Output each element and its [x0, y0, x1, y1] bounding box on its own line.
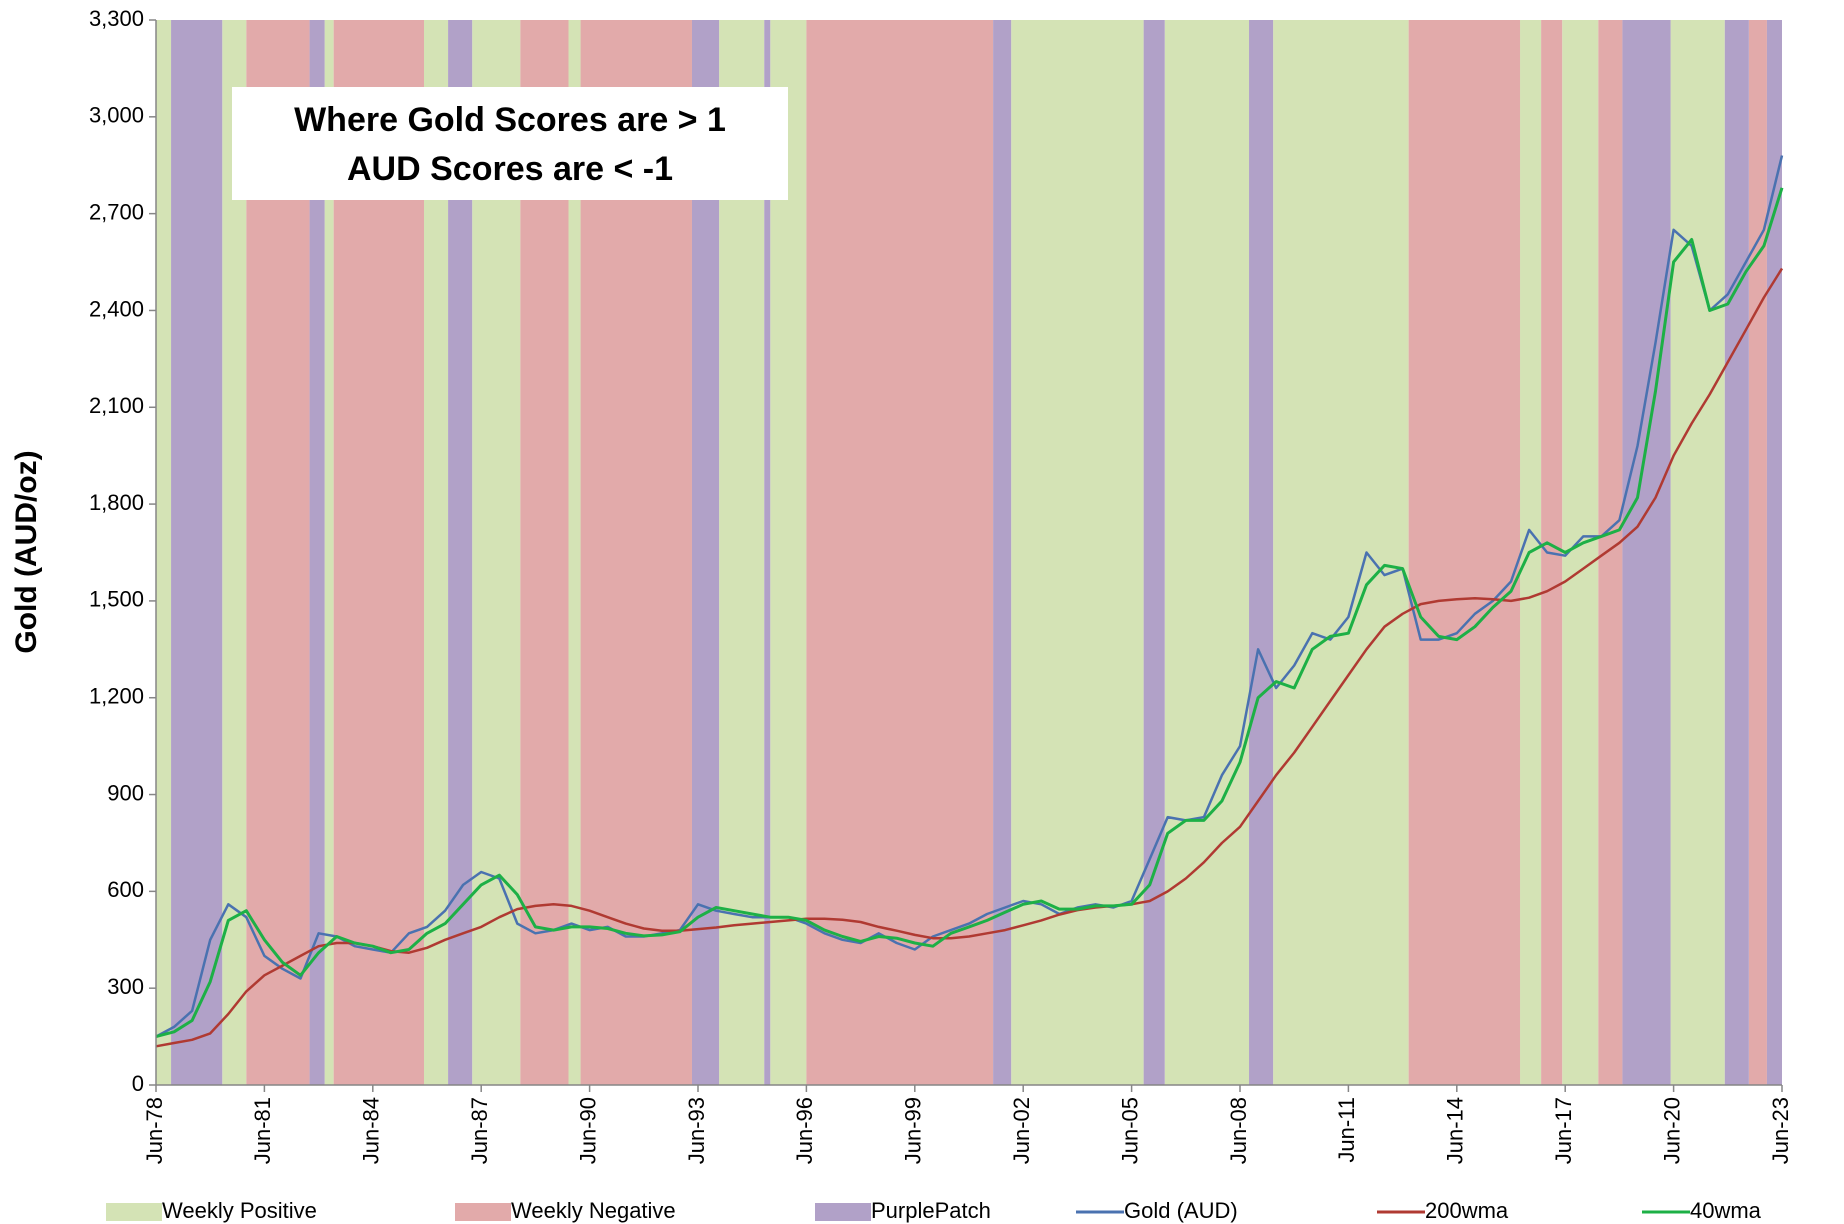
legend-label: 40wma	[1690, 1198, 1762, 1223]
y-tick-label: 0	[132, 1071, 144, 1096]
band	[1748, 20, 1767, 1085]
legend-label: Weekly Negative	[511, 1198, 676, 1223]
x-tick-label: Jun-90	[575, 1097, 600, 1164]
y-tick-label: 2,400	[89, 296, 144, 321]
annotation-box	[232, 87, 788, 200]
legend-label: 200wma	[1425, 1198, 1509, 1223]
series-line	[155, 155, 1784, 1038]
series-line	[155, 187, 1784, 1039]
y-axis-label: Gold (AUD/oz)	[10, 450, 43, 653]
band	[568, 20, 581, 1085]
band	[1766, 20, 1782, 1085]
x-tick-label: Jun-87	[467, 1097, 492, 1164]
band	[156, 20, 172, 1085]
annotation: AUD Scores are < -1	[347, 150, 673, 188]
y-tick-label: 1,200	[89, 684, 144, 709]
x-tick-label: Jun-08	[1226, 1097, 1251, 1164]
legend-label: Weekly Positive	[162, 1198, 317, 1223]
bands	[156, 20, 1782, 1085]
legend-swatch	[455, 1203, 511, 1221]
y-tick-label: 300	[107, 974, 144, 999]
band	[1143, 20, 1165, 1085]
band	[1408, 20, 1521, 1085]
band	[764, 20, 771, 1085]
x-tick-label: Jun-14	[1443, 1097, 1468, 1164]
legend-label: PurplePatch	[871, 1198, 991, 1223]
band	[1670, 20, 1725, 1085]
y-tick-label: 600	[107, 877, 144, 902]
x-tick-label: Jun-02	[1009, 1097, 1034, 1164]
x-tick-label: Jun-99	[901, 1097, 926, 1164]
legend-label: Gold (AUD)	[1124, 1198, 1238, 1223]
x-tick-label: Jun-11	[1334, 1097, 1359, 1163]
x-tick-label: Jun-20	[1659, 1097, 1684, 1164]
band	[171, 20, 223, 1085]
y-tick-label: 1,800	[89, 490, 144, 515]
band	[1273, 20, 1409, 1085]
band	[309, 20, 325, 1085]
band	[1011, 20, 1144, 1085]
band	[1598, 20, 1623, 1085]
band	[1164, 20, 1250, 1085]
legend-swatch	[815, 1203, 871, 1221]
y-tick-label: 900	[107, 780, 144, 805]
band	[324, 20, 334, 1085]
y-tick-label: 2,700	[89, 199, 144, 224]
series-line	[155, 267, 1784, 1048]
x-tick-label: Jun-23	[1768, 1097, 1793, 1164]
y-tick-label: 1,500	[89, 587, 144, 612]
band	[1724, 20, 1749, 1085]
y-tick-label: 3,000	[89, 103, 144, 128]
band	[1249, 20, 1274, 1085]
y-tick-label: 3,300	[89, 6, 144, 31]
x-tick-label: Jun-05	[1117, 1097, 1142, 1164]
x-tick-label: Jun-17	[1551, 1097, 1576, 1164]
x-tick-label: Jun-93	[684, 1097, 709, 1164]
x-tick-label: Jun-84	[359, 1097, 384, 1164]
lines	[155, 155, 1784, 1048]
band	[806, 20, 994, 1085]
legend-swatch	[106, 1203, 162, 1221]
band	[993, 20, 1012, 1085]
x-tick-label: Jun-96	[792, 1097, 817, 1164]
band	[1622, 20, 1671, 1085]
x-tick-label: Jun-78	[142, 1097, 167, 1164]
x-tick-label: Jun-81	[250, 1097, 275, 1164]
annotation: Where Gold Scores are > 1	[294, 101, 726, 139]
y-tick-label: 2,100	[89, 393, 144, 418]
